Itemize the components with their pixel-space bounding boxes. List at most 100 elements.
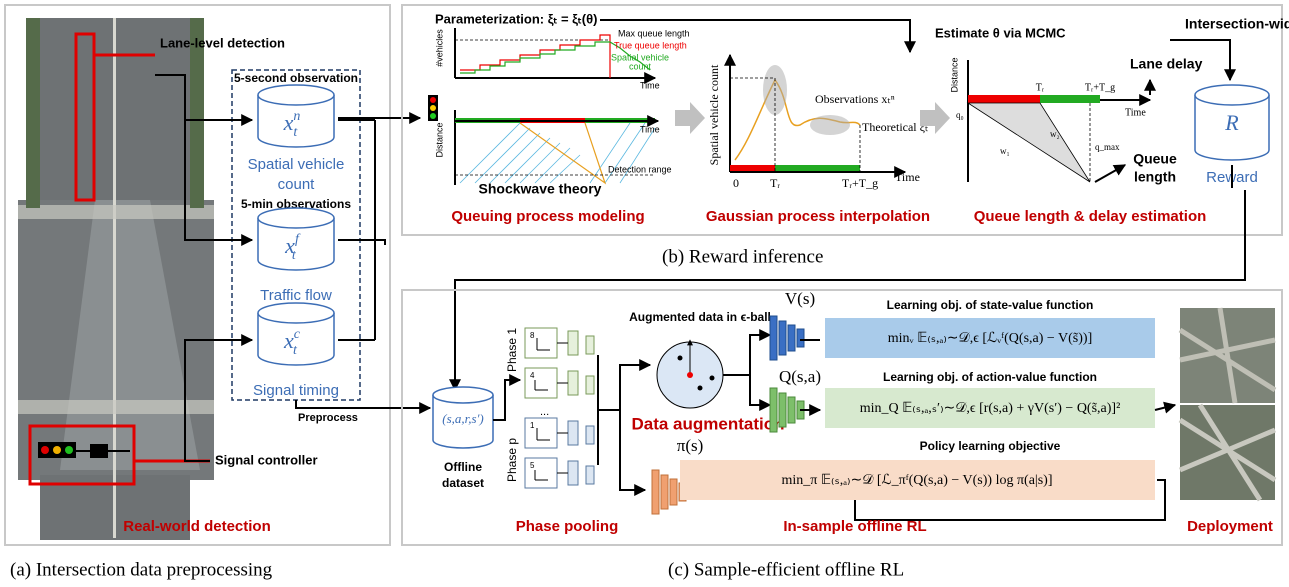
obj-v-title: Learning obj. of state-value function: [887, 298, 1094, 312]
obj-pi: min_π 𝔼₍ₛ,ₐ₎∼𝒟 [ℒ_πᶠ(Q(s,a) − V(s)) log …: [782, 473, 1053, 488]
gp-chart: Spatial vehicle count Observations xₜⁿ T…: [707, 55, 929, 190]
distance-label: Distance: [434, 122, 444, 157]
arrow-gray: [675, 102, 705, 134]
obj-v: minᵥ 𝔼₍ₛ,ₐ₎∼𝒟,ϵ [ℒᵥᶠ(Q(s,a) − V(s̃))]: [888, 331, 1093, 346]
augment-title: Data augmentation: [631, 414, 784, 433]
network-layer: [788, 325, 795, 351]
network-layer: [770, 388, 777, 432]
input-label: count: [278, 176, 316, 193]
delay-title: Queue length & delay estimation: [974, 208, 1207, 225]
reward-symbol: R: [1224, 110, 1239, 135]
to-deploy: [1155, 405, 1175, 410]
theoretical-label: Theoretical ξₜ: [862, 120, 929, 134]
phase-number: 1: [530, 421, 535, 430]
gp-x0: 0: [733, 176, 739, 190]
network-layer: [670, 479, 677, 505]
observations-label: Observations xₜⁿ: [815, 92, 895, 106]
q0: q₀: [956, 110, 964, 120]
queue-chart: #vehicles Max queue length True queue le…: [434, 28, 689, 197]
offline-rl-title: In-sample offline RL: [783, 518, 926, 535]
delay-tr: Tᵣ: [1036, 82, 1045, 93]
mcmc-label: Estimate θ via MCMC: [935, 25, 1066, 40]
phasep: Phase p: [505, 438, 519, 482]
phase1: Phase 1: [505, 328, 519, 372]
queue-arrow: [1095, 165, 1125, 182]
network-layer: [652, 470, 659, 514]
pooling-title: Phase pooling: [516, 518, 619, 535]
input-label: Signal timing: [253, 382, 339, 399]
parameterization: Parameterization: ξₜ = ξₜ(θ): [435, 11, 597, 26]
obj-q: min_Q 𝔼₍ₛ,ₐ,ₛ′₎∼𝒟,ϵ [r(s,a) + γV(s′) − Q…: [860, 401, 1121, 416]
detection-range-label: Detection range: [608, 164, 672, 174]
time-bottom: Time: [640, 124, 660, 134]
dataset-arrow: [493, 380, 520, 420]
phase-feature: [568, 421, 578, 445]
gp-title: Gaussian process interpolation: [706, 208, 930, 225]
phase-feature: [586, 376, 594, 394]
signal-controller-label: Signal controller: [215, 452, 318, 467]
obs-5s-label: 5-second observation: [234, 71, 358, 85]
dataset-2: dataset: [442, 476, 484, 490]
gp-time: Time: [895, 170, 920, 184]
spatial-count-2: count: [629, 61, 652, 71]
input-label: Spatial vehicle: [248, 156, 345, 173]
w1: w₁: [1000, 146, 1010, 156]
phase-number: 5: [530, 461, 535, 470]
network-layer: [661, 475, 668, 509]
queue-length-2: length: [1134, 169, 1176, 185]
caption-a: (a) Intersection data preprocessing: [10, 559, 273, 580]
phase-blocks: 8 4 1 5: [525, 328, 594, 488]
q-label: Q(s,a): [779, 367, 821, 386]
preprocess-label: Preprocess: [298, 412, 358, 424]
lane-detection-label: Lane-level detection: [160, 35, 285, 50]
traffic-light-icon: [428, 95, 438, 121]
obj-q-title: Learning obj. of action-value function: [883, 370, 1097, 384]
max-queue-label: Max queue length: [618, 28, 690, 38]
input-label: Traffic flow: [260, 287, 332, 304]
phase-feature: [586, 426, 594, 444]
true-queue-label: True queue length: [614, 40, 687, 50]
network-layer: [788, 397, 795, 423]
symbol: x: [283, 110, 294, 135]
phase-feature: [568, 371, 578, 395]
network-layer: [779, 393, 786, 427]
queue-length-1: Queue: [1133, 151, 1177, 167]
superscript: c: [294, 327, 301, 342]
delay-time: Time: [1125, 107, 1146, 118]
gp-y-label: Spatial vehicle count: [707, 64, 721, 165]
phase-number: 8: [530, 331, 535, 340]
pooling-arrow: [598, 355, 650, 465]
augment-label: Augmented data in ϵ-ball: [629, 310, 771, 324]
delay-trtg: Tᵣ+T_g: [1085, 82, 1115, 93]
phase-feature: [586, 466, 594, 484]
delay-chart: Distance Tᵣ Tᵣ+T_g Time q₀ w₂ w₁ q_max: [949, 57, 1150, 182]
ellipsis: ...: [540, 406, 549, 418]
aug-arrow-v: [723, 335, 770, 375]
cylinder-top: [258, 208, 334, 228]
deployment-images: [1180, 308, 1275, 500]
deployment-title: Deployment: [1187, 518, 1273, 535]
phase-feature: [568, 461, 578, 485]
w2: w₂: [1050, 129, 1060, 139]
gp-tr: Tᵣ: [770, 176, 780, 190]
dataset-symbol: (s,a,r,s′): [442, 411, 484, 426]
obj-pi-title: Policy learning objective: [920, 439, 1061, 453]
qmax: q_max: [1095, 142, 1120, 152]
cylinder-top: [258, 303, 334, 323]
phase-feature: [568, 331, 578, 355]
queue-title: Queuing process modeling: [451, 208, 644, 225]
network-layer: [779, 321, 786, 355]
panel-a-title: Real-world detection: [123, 518, 271, 535]
gp-trtg: Tᵣ+T_g: [842, 176, 878, 190]
caption-c: (c) Sample-efficient offline RL: [668, 559, 904, 580]
dataset-1: Offline: [444, 460, 482, 474]
epsilon-ball: [657, 340, 723, 408]
intersection-wide: Intersection-wide: [1185, 16, 1289, 32]
network-layer: [797, 329, 804, 347]
v-label: V(s): [785, 289, 815, 308]
time-top: Time: [640, 80, 660, 90]
superscript: n: [293, 109, 300, 124]
phase-number: 4: [530, 371, 535, 380]
aug-arrow-q: [750, 375, 770, 405]
